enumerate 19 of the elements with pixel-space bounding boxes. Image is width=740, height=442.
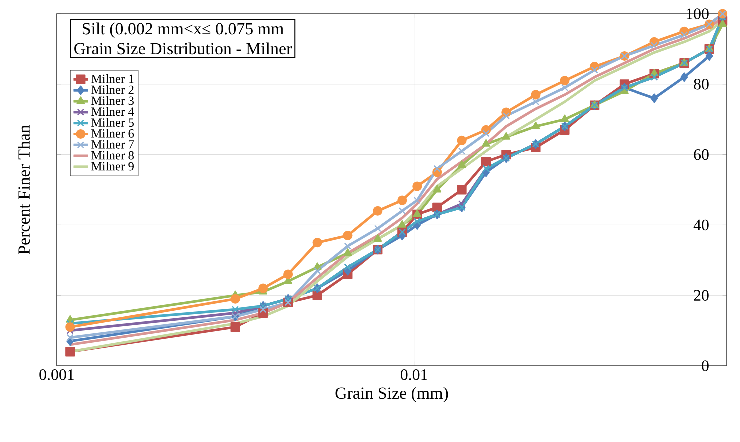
y-axis-title: Percent Finer Than	[18, 125, 30, 254]
legend-label: Milner 6	[92, 129, 134, 138]
legend-label: Milner 5	[92, 118, 134, 127]
x-axis-title: Grain Size (mm)	[336, 387, 448, 403]
y-tick-label: 60	[694, 149, 709, 160]
y-tick-label: 80	[694, 79, 709, 90]
y-tick-label: 40	[694, 220, 709, 231]
legend-label: Milner 9	[92, 162, 134, 171]
legend-label: Milner 7	[92, 140, 134, 149]
legend-label: Milner 1	[92, 74, 134, 84]
legend-label: Milner 3	[92, 96, 134, 106]
y-tick-label: 20	[694, 290, 709, 301]
text: Grain Size Distribution - Milner	[74, 42, 292, 55]
x-tick-label: 0.01	[400, 370, 428, 380]
chart-title: Silt (0.002 mm<x≤ 0.075 mm	[82, 22, 284, 38]
legend-label: Milner 4	[92, 107, 134, 116]
x-tick-label: 0.001	[40, 370, 74, 380]
legend-label: Milner 2	[92, 85, 134, 94]
legend-label: Milner 8	[92, 151, 134, 160]
